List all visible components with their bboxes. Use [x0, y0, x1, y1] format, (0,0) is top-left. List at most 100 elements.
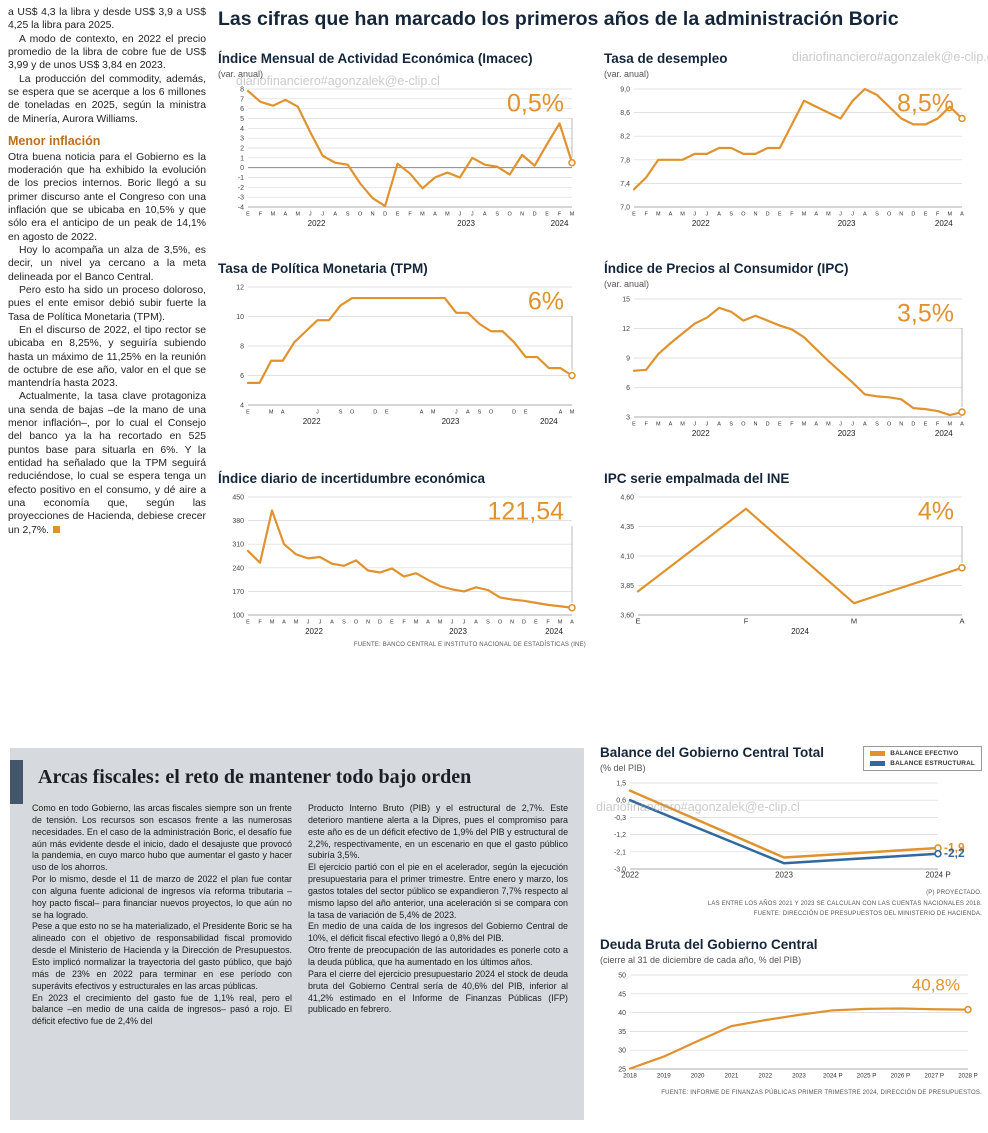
x-tick-label: O	[741, 211, 746, 217]
x-tick-label: 2023	[792, 1072, 806, 1079]
chart-ipc-ine: IPC serie empalmada del INE 4,60 4,35 4,10 3…	[604, 471, 976, 639]
y-tick-label: 7,4	[620, 181, 630, 188]
x-tick-label: F	[644, 211, 648, 217]
x-tick-label: M	[438, 619, 443, 625]
x-tick-label: J	[851, 211, 854, 217]
x-tick-label: F	[790, 211, 794, 217]
x-tick-label: A	[669, 421, 673, 427]
x-tick-label: S	[346, 211, 350, 217]
year-label: 2022	[308, 219, 326, 228]
y-tick-label: -1	[238, 175, 244, 182]
chart-source: FUENTE: BANCO CENTRAL E INSTITUTO NACION…	[353, 641, 586, 648]
chart-imacec: Índice Mensual de Actividad Económica (I…	[218, 51, 586, 231]
x-tick-label: 2022	[621, 870, 639, 879]
x-tick-label: D	[373, 409, 377, 415]
chart-deuda-bruta: Deuda Bruta del Gobierno Central (cierre …	[600, 937, 982, 1098]
year-label: 2024	[540, 417, 558, 426]
y-tick-label: 310	[232, 542, 244, 549]
x-tick-label: M	[445, 211, 450, 217]
line-series	[636, 507, 964, 605]
x-tick-label: S	[875, 421, 879, 427]
y-tick-label: 10	[236, 314, 244, 321]
end-marker	[568, 371, 576, 380]
paragraph: En medio de una caída de los ingresos de…	[308, 921, 568, 944]
x-tick-label: A	[959, 616, 964, 625]
end-marker	[934, 849, 942, 858]
x-tick-label: M	[271, 211, 276, 217]
x-tick-label: E	[632, 211, 636, 217]
x-tick-label: A	[466, 409, 470, 415]
y-tick-label: -2	[238, 185, 244, 192]
x-tick-label: J	[463, 619, 466, 625]
y-tick-label: -0,3	[614, 815, 626, 822]
y-tick-label: 7,0	[620, 204, 630, 211]
paragraph: Hoy lo acompaña un alza de 3,5%, es deci…	[8, 245, 206, 283]
chart-title: Tasa de Política Monetaria (TPM)	[218, 261, 428, 276]
y-tick-label: 7,8	[620, 157, 630, 164]
y-tick-label: 9	[626, 355, 630, 362]
fiscal-columns: Como en todo Gobierno, las arcas fiscale…	[10, 789, 584, 1028]
y-tick-label: 3	[626, 414, 630, 421]
legend-swatch	[870, 751, 886, 756]
y-tick-label: -1,2	[614, 832, 626, 839]
x-tick-label: 2021	[725, 1072, 739, 1079]
x-tick-label: M	[826, 211, 831, 217]
x-tick-label: M	[680, 421, 685, 427]
legend-item: BALANCE ESTRUCTURAL	[870, 760, 975, 767]
x-tick-label: S	[729, 421, 733, 427]
y-tick-label: 6	[240, 373, 244, 380]
chart-title: Deuda Bruta del Gobierno Central	[600, 937, 818, 952]
x-tick-label: A	[570, 619, 574, 625]
paragraph: La producción del commodity, además, se …	[8, 73, 206, 125]
fiscal-column-1: Como en todo Gobierno, las arcas fiscale…	[32, 803, 292, 1028]
paragraph: Otro frente de preocupación de las autor…	[308, 945, 568, 967]
chart-source: FUENTE: INFORME DE FINANZAS PÚBLICAS PRI…	[661, 1089, 982, 1096]
x-tick-label: M	[948, 211, 953, 217]
x-tick-label: E	[385, 409, 389, 415]
y-tick-label: 0,6	[616, 798, 626, 805]
x-tick-label: J	[471, 211, 474, 217]
y-tick-label: -2,1	[614, 849, 626, 856]
x-tick-label: F	[546, 619, 550, 625]
x-tick-label: A	[814, 211, 818, 217]
x-tick-label: E	[778, 421, 782, 427]
fiscal-section: Arcas fiscales: el reto de mantener todo…	[10, 748, 584, 1120]
x-tick-label: O	[358, 211, 363, 217]
year-label: 2023	[838, 429, 856, 438]
paragraph: Por lo mismo, desde el 11 de marzo de 20…	[32, 874, 292, 920]
x-tick-label: S	[495, 211, 499, 217]
y-tick-label: 15	[622, 296, 630, 303]
x-tick-label: J	[839, 211, 842, 217]
x-tick-label: A	[330, 619, 334, 625]
chart-title: Tasa de desempleo	[604, 51, 728, 66]
chart-subtitle: (cierre al 31 de diciembre de cada año, …	[600, 954, 802, 965]
fiscal-column-2: Producto Interno Bruto (PIB) y el estruc…	[308, 803, 568, 1028]
page-title: Las cifras que han marcado los primeros …	[218, 8, 899, 30]
series-end-label: -2,2	[944, 846, 965, 860]
x-tick-label: E	[396, 211, 400, 217]
chart-balance-gobierno-central: Balance del Gobierno Central Total (% del…	[600, 745, 982, 919]
x-tick-label: D	[512, 409, 516, 415]
x-tick-label: F	[744, 616, 749, 625]
x-tick-label: J	[706, 421, 709, 427]
x-tick-label: A	[814, 421, 818, 427]
fiscal-title: Arcas fiscales: el reto de mantener todo…	[38, 766, 472, 788]
x-tick-label: M	[826, 421, 831, 427]
y-tick-label: 9,0	[620, 86, 630, 93]
x-tick-label: D	[533, 211, 537, 217]
callout-value: 3,5%	[897, 299, 954, 327]
x-tick-label: A	[669, 211, 673, 217]
chart-subtitle: (var. anual)	[604, 278, 650, 289]
x-tick-label: D	[378, 619, 382, 625]
y-tick-label: 25	[618, 1066, 626, 1073]
y-tick-label: 30	[618, 1048, 626, 1055]
year-label: 2023	[457, 219, 475, 228]
x-tick-label: E	[246, 619, 250, 625]
end-marker	[958, 563, 966, 572]
x-tick-label: 2026 P	[891, 1072, 911, 1079]
y-tick-label: 1,5	[616, 780, 626, 787]
chart-title: Índice de Precios al Consumidor (IPC)	[604, 261, 849, 276]
y-tick-label: 240	[232, 565, 244, 572]
x-tick-label: D	[383, 211, 387, 217]
